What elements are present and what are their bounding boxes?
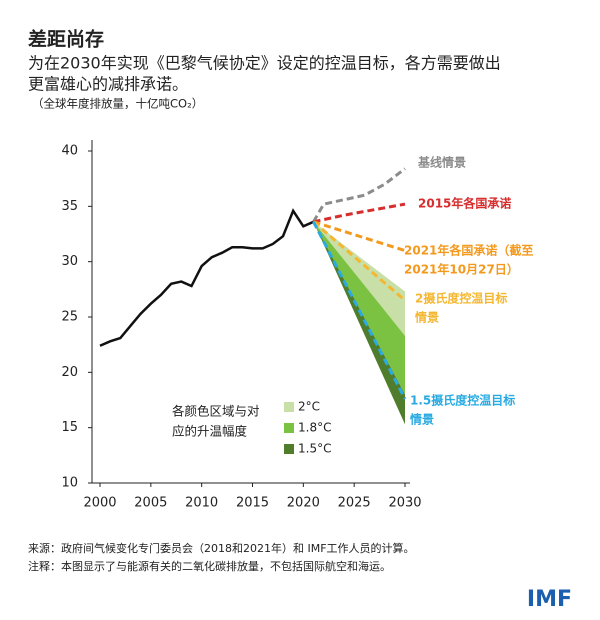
series-label: 基线情景 bbox=[417, 155, 466, 170]
legend-title: 应的升温幅度 bbox=[172, 424, 248, 439]
x-tick-label: 2030 bbox=[388, 496, 421, 511]
legend-label: 1.8°C bbox=[298, 421, 331, 435]
legend-title: 各颜色区域与对 bbox=[172, 404, 260, 419]
series-label: 2摄氏度控温目标 bbox=[415, 291, 507, 306]
x-tick-label: 2015 bbox=[236, 496, 269, 511]
x-tick-label: 2025 bbox=[338, 496, 371, 511]
series-label: 2015年各国承诺 bbox=[418, 196, 511, 211]
y-tick-label: 30 bbox=[61, 254, 78, 269]
subtitle: 为在2030年实现《巴黎气候协定》设定的控温目标，各方需要做出 bbox=[28, 54, 501, 73]
legend-swatch bbox=[284, 444, 294, 454]
subtitle: 更富雄心的减排承诺。 bbox=[28, 75, 188, 94]
line bbox=[312, 167, 406, 223]
x-tick-label: 2020 bbox=[287, 496, 320, 511]
chart-title: 差距尚存 bbox=[28, 28, 104, 51]
line bbox=[313, 202, 406, 224]
y-tick-label: 20 bbox=[61, 365, 78, 380]
series-label: 2021年10月27日） bbox=[404, 262, 519, 277]
logo: IMF bbox=[527, 587, 572, 612]
area bbox=[313, 221, 405, 336]
line bbox=[312, 220, 406, 302]
line bbox=[99, 208, 314, 347]
line bbox=[312, 221, 407, 400]
x-tick-label: 2010 bbox=[185, 496, 218, 511]
legend-swatch bbox=[284, 402, 294, 412]
x-tick-label: 2005 bbox=[134, 496, 167, 511]
series-label: 1.5摄氏度控温目标 bbox=[410, 393, 515, 408]
legend-label: 1.5°C bbox=[298, 442, 331, 456]
series-label: 情景 bbox=[410, 412, 434, 427]
y-tick-label: 25 bbox=[61, 310, 78, 325]
source: 来源：政府间气候变化专门委员会（2018和2021年）和 IMF工作人员的计算。 bbox=[28, 541, 415, 555]
series-label: 情景 bbox=[415, 310, 439, 325]
area bbox=[313, 221, 405, 425]
legend-label: 2°C bbox=[298, 400, 320, 414]
legend-swatch bbox=[284, 423, 294, 433]
line bbox=[313, 220, 406, 253]
y-tick-label: 35 bbox=[61, 199, 78, 214]
series-label: 2021年各国承诺（截至 bbox=[404, 243, 533, 258]
x-tick-label: 2000 bbox=[83, 496, 116, 511]
note: 注释：本图显示了与能源有关的二氧化碳排放量，不包括国际航空和海运。 bbox=[28, 559, 391, 573]
y-tick-label: 40 bbox=[61, 144, 78, 159]
y-tick-label: 15 bbox=[61, 420, 78, 435]
y-tick-label: 10 bbox=[61, 476, 78, 491]
unit: （全球年度排放量，十亿吨CO₂） bbox=[32, 97, 203, 111]
